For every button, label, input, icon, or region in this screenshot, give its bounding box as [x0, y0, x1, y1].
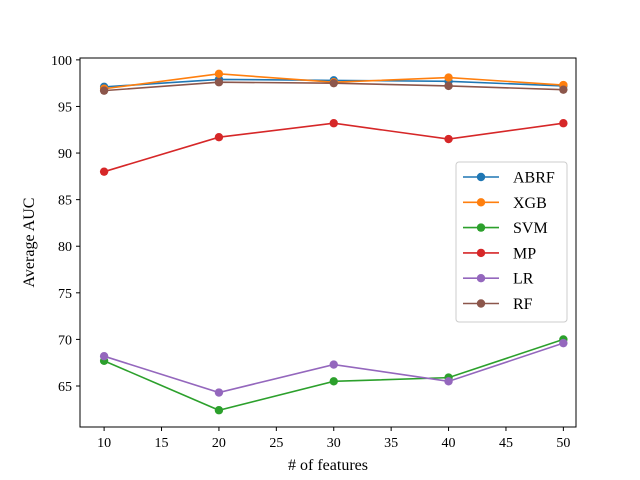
data-point: [329, 119, 338, 128]
x-tick-label: 35: [384, 436, 398, 451]
legend-label: XGB: [513, 195, 547, 212]
x-tick-label: 25: [269, 436, 283, 451]
legend-item-mp: MP: [463, 245, 536, 262]
series-group: [99, 69, 568, 415]
y-axis-ticks: 65 70 75 80 85 90 95 100: [51, 54, 80, 395]
legend-swatch-marker: [476, 172, 486, 182]
legend-label: ABRF: [513, 170, 555, 187]
data-point: [329, 78, 338, 88]
legend-item-abrf: ABRF: [463, 170, 555, 187]
legend-label: LR: [513, 271, 534, 288]
y-axis-label: Average AUC: [21, 198, 38, 288]
x-axis-label: # of features: [288, 457, 368, 474]
legend-label: RF: [513, 296, 533, 313]
x-tick-label: 45: [499, 436, 513, 451]
legend-swatch-marker: [476, 223, 486, 232]
legend-item-xgb: XGB: [463, 195, 547, 212]
series-mp: [99, 119, 568, 176]
x-tick-label: 15: [155, 436, 169, 451]
data-point: [99, 351, 109, 361]
y-tick-label: 70: [58, 333, 72, 348]
data-point: [214, 69, 224, 79]
data-point: [444, 73, 453, 82]
legend-item-svm: SVM: [463, 220, 548, 237]
x-tick-label: 40: [442, 436, 456, 451]
y-tick-label: 100: [51, 54, 72, 69]
y-tick-label: 75: [58, 287, 72, 302]
legend-item-lr: LR: [463, 271, 534, 288]
data-point: [214, 133, 224, 142]
y-tick-label: 95: [58, 100, 72, 115]
data-point: [99, 86, 109, 95]
x-tick-label: 30: [327, 436, 341, 451]
data-point: [214, 78, 224, 87]
data-point: [559, 119, 568, 128]
plot-frame: [79, 57, 577, 428]
legend-swatch-marker: [476, 299, 486, 308]
x-tick-label: 20: [212, 436, 226, 451]
legend-label: SVM: [513, 220, 548, 237]
legend-swatch-marker: [476, 248, 486, 258]
x-tick-label: 50: [556, 436, 570, 451]
legend-swatch-marker: [476, 274, 486, 283]
y-tick-label: 85: [58, 194, 72, 209]
x-tick-label: 10: [97, 436, 111, 451]
data-point: [444, 81, 453, 91]
data-point: [214, 388, 224, 397]
legend-label: MP: [513, 245, 536, 262]
y-tick-label: 80: [58, 240, 72, 255]
data-point: [214, 406, 224, 415]
data-point: [559, 85, 568, 94]
data-point: [444, 377, 453, 386]
data-point: [444, 134, 453, 144]
data-point: [329, 360, 338, 369]
data-point: [329, 377, 338, 386]
data-point: [559, 338, 568, 348]
series-rf: [99, 78, 568, 95]
data-point: [99, 167, 109, 176]
legend-swatch-marker: [476, 198, 486, 207]
y-tick-label: 90: [58, 147, 72, 162]
legend: ABRF XGB SVM MP LR RF: [455, 161, 568, 323]
x-axis-ticks: 10 15 20 25 30 35 40 45 50: [97, 427, 570, 451]
y-tick-label: 65: [58, 380, 72, 395]
legend-item-rf: RF: [463, 296, 533, 313]
series-lr: [99, 338, 568, 397]
